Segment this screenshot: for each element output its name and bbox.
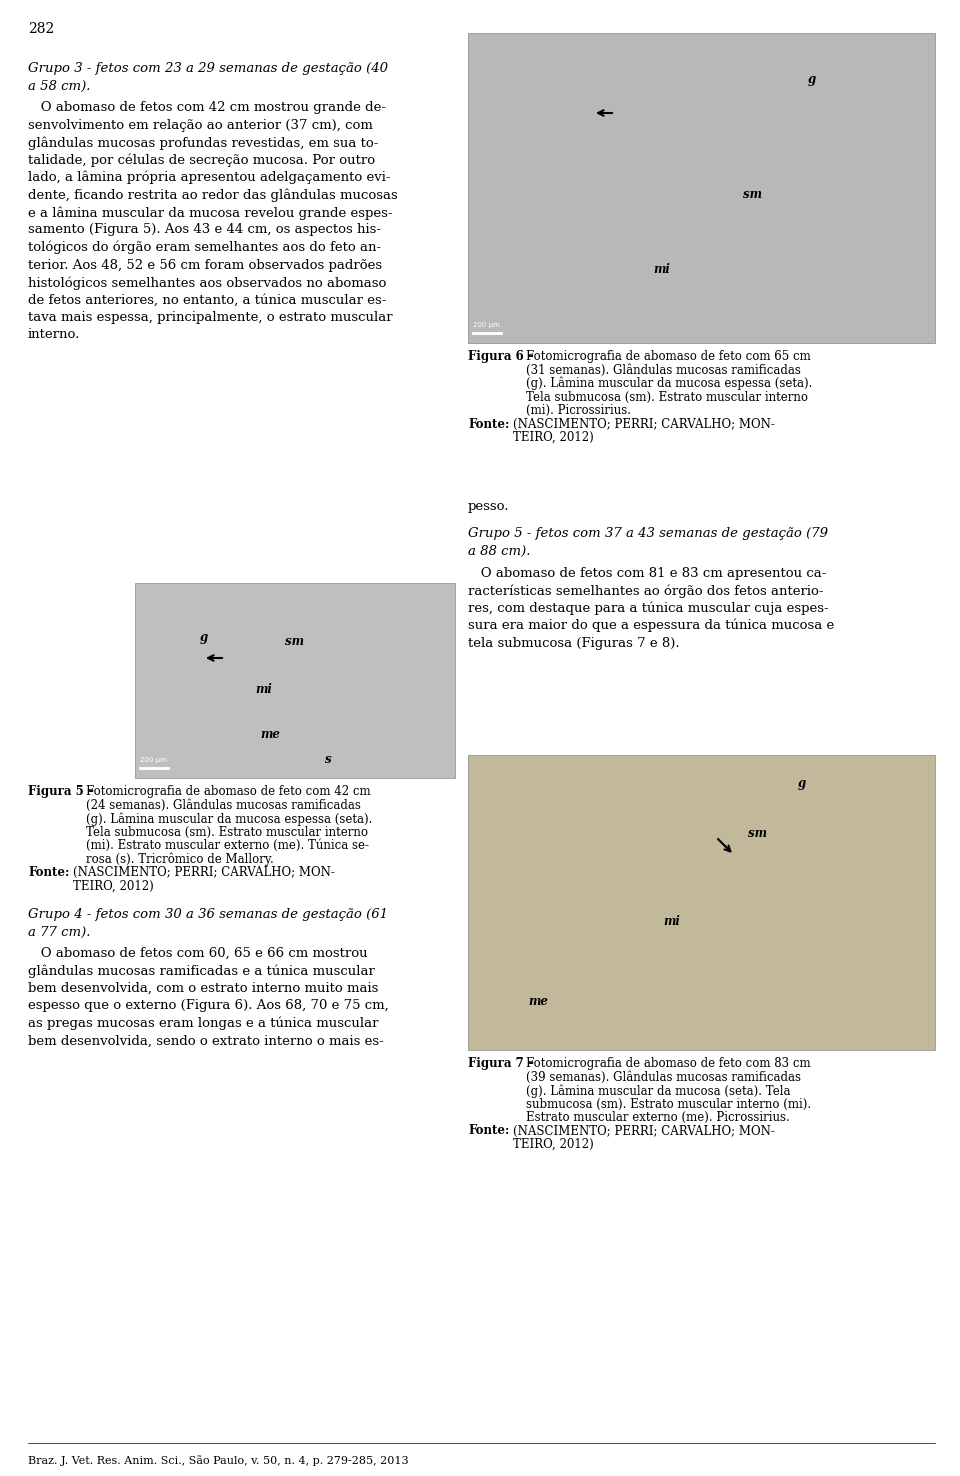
Text: glândulas mucosas profundas revestidas, em sua to-: glândulas mucosas profundas revestidas, … xyxy=(28,136,378,149)
Text: tológicos do órgão eram semelhantes aos do feto an-: tológicos do órgão eram semelhantes aos … xyxy=(28,241,381,254)
Text: a 58 cm).: a 58 cm). xyxy=(28,80,90,93)
Text: Grupo 3 - fetos com 23 a 29 semanas de gestação (40: Grupo 3 - fetos com 23 a 29 semanas de g… xyxy=(28,62,388,75)
Text: res, com destaque para a túnica muscular cuja espes-: res, com destaque para a túnica muscular… xyxy=(468,602,828,615)
Text: g: g xyxy=(798,776,806,790)
Bar xyxy=(468,756,935,1049)
Text: (mi). Picrossirius.: (mi). Picrossirius. xyxy=(526,404,631,418)
Text: sm: sm xyxy=(748,827,767,840)
Text: mi: mi xyxy=(663,915,680,928)
Text: (24 semanas). Glândulas mucosas ramificadas: (24 semanas). Glândulas mucosas ramifica… xyxy=(86,799,361,812)
Text: talidade, por células de secreção mucosa. Por outro: talidade, por células de secreção mucosa… xyxy=(28,154,375,167)
Text: me: me xyxy=(260,728,280,741)
Text: a 88 cm).: a 88 cm). xyxy=(468,545,531,558)
Text: 282: 282 xyxy=(28,22,55,35)
Text: (NASCIMENTO; PERRI; CARVALHO; MON-: (NASCIMENTO; PERRI; CARVALHO; MON- xyxy=(513,418,775,431)
Text: Fonte:: Fonte: xyxy=(28,866,69,880)
Text: Fotomicrografia de abomaso de feto com 65 cm: Fotomicrografia de abomaso de feto com 6… xyxy=(526,350,811,363)
Text: e a lâmina muscular da mucosa revelou grande espes-: e a lâmina muscular da mucosa revelou gr… xyxy=(28,207,393,220)
Text: senvolvimento em relação ao anterior (37 cm), com: senvolvimento em relação ao anterior (37… xyxy=(28,118,372,131)
Text: bem desenvolvida, com o estrato interno muito mais: bem desenvolvida, com o estrato interno … xyxy=(28,982,378,995)
Text: mi: mi xyxy=(653,263,670,276)
Text: (mi). Estrato muscular externo (me). Túnica se-: (mi). Estrato muscular externo (me). Tún… xyxy=(86,838,369,852)
Text: g: g xyxy=(200,632,208,644)
Text: samento (Figura 5). Aos 43 e 44 cm, os aspectos his-: samento (Figura 5). Aos 43 e 44 cm, os a… xyxy=(28,223,381,236)
Text: (39 semanas). Glândulas mucosas ramificadas: (39 semanas). Glândulas mucosas ramifica… xyxy=(526,1070,801,1083)
Text: TEIRO, 2012): TEIRO, 2012) xyxy=(73,880,154,893)
Text: Braz. J. Vet. Res. Anim. Sci., São Paulo, v. 50, n. 4, p. 279-285, 2013: Braz. J. Vet. Res. Anim. Sci., São Paulo… xyxy=(28,1455,409,1466)
Text: me: me xyxy=(528,995,548,1008)
Text: TEIRO, 2012): TEIRO, 2012) xyxy=(513,431,593,444)
Text: (g). Lâmina muscular da mucosa (seta). Tela: (g). Lâmina muscular da mucosa (seta). T… xyxy=(526,1083,790,1098)
Text: submucosa (sm). Estrato muscular interno (mi).: submucosa (sm). Estrato muscular interno… xyxy=(526,1098,811,1110)
Text: histológicos semelhantes aos observados no abomaso: histológicos semelhantes aos observados … xyxy=(28,276,386,289)
Text: Fonte:: Fonte: xyxy=(468,418,510,431)
Text: (NASCIMENTO; PERRI; CARVALHO; MON-: (NASCIMENTO; PERRI; CARVALHO; MON- xyxy=(513,1125,775,1138)
Text: sura era maior do que a espessura da túnica mucosa e: sura era maior do que a espessura da tún… xyxy=(468,618,834,633)
Text: Figura 7 –: Figura 7 – xyxy=(468,1057,534,1070)
Text: lado, a lâmina própria apresentou adelgaçamento evi-: lado, a lâmina própria apresentou adelga… xyxy=(28,171,391,184)
Text: Fotomicrografia de abomaso de feto com 42 cm: Fotomicrografia de abomaso de feto com 4… xyxy=(86,785,371,799)
Text: tava mais espessa, principalmente, o estrato muscular: tava mais espessa, principalmente, o est… xyxy=(28,311,393,325)
Text: a 77 cm).: a 77 cm). xyxy=(28,925,90,939)
Text: sm: sm xyxy=(285,635,304,648)
Text: tela submucosa (Figuras 7 e 8).: tela submucosa (Figuras 7 e 8). xyxy=(468,636,680,649)
Text: Figura 6 –: Figura 6 – xyxy=(468,350,534,363)
Text: Tela submucosa (sm). Estrato muscular interno: Tela submucosa (sm). Estrato muscular in… xyxy=(526,391,808,403)
Bar xyxy=(135,583,455,778)
Text: (g). Lâmina muscular da mucosa espessa (seta).: (g). Lâmina muscular da mucosa espessa (… xyxy=(526,376,812,391)
Text: racterísticas semelhantes ao órgão dos fetos anterio-: racterísticas semelhantes ao órgão dos f… xyxy=(468,584,824,598)
Text: (31 semanas). Glândulas mucosas ramificadas: (31 semanas). Glândulas mucosas ramifica… xyxy=(526,363,801,376)
Text: Tela submucosa (sm). Estrato muscular interno: Tela submucosa (sm). Estrato muscular in… xyxy=(86,825,368,838)
Text: sm: sm xyxy=(743,187,762,201)
Text: bem desenvolvida, sendo o extrato interno o mais es-: bem desenvolvida, sendo o extrato intern… xyxy=(28,1035,384,1048)
Bar xyxy=(468,32,935,342)
Text: (g). Lâmina muscular da mucosa espessa (seta).: (g). Lâmina muscular da mucosa espessa (… xyxy=(86,812,372,825)
Text: Figura 5 –: Figura 5 – xyxy=(28,785,94,799)
Text: dente, ficando restrita ao redor das glândulas mucosas: dente, ficando restrita ao redor das glâ… xyxy=(28,189,397,202)
Text: Estrato muscular externo (me). Picrossirius.: Estrato muscular externo (me). Picrossir… xyxy=(526,1111,790,1125)
Text: terior. Aos 48, 52 e 56 cm foram observados padrões: terior. Aos 48, 52 e 56 cm foram observa… xyxy=(28,258,382,272)
Text: pesso.: pesso. xyxy=(468,500,510,514)
Text: O abomaso de fetos com 81 e 83 cm apresentou ca-: O abomaso de fetos com 81 e 83 cm aprese… xyxy=(468,567,827,580)
Text: Fonte:: Fonte: xyxy=(468,1125,510,1138)
Text: rosa (s). Tricrômico de Mallory.: rosa (s). Tricrômico de Mallory. xyxy=(86,853,274,866)
Text: Fotomicrografia de abomaso de feto com 83 cm: Fotomicrografia de abomaso de feto com 8… xyxy=(526,1057,810,1070)
Text: as pregas mucosas eram longas e a túnica muscular: as pregas mucosas eram longas e a túnica… xyxy=(28,1017,378,1030)
Text: de fetos anteriores, no entanto, a túnica muscular es-: de fetos anteriores, no entanto, a túnic… xyxy=(28,294,386,307)
Text: 200 μm: 200 μm xyxy=(473,322,500,328)
Text: mi: mi xyxy=(255,683,272,697)
Text: TEIRO, 2012): TEIRO, 2012) xyxy=(513,1138,593,1151)
Text: Grupo 5 - fetos com 37 a 43 semanas de gestação (79: Grupo 5 - fetos com 37 a 43 semanas de g… xyxy=(468,527,828,540)
Text: O abomaso de fetos com 60, 65 e 66 cm mostrou: O abomaso de fetos com 60, 65 e 66 cm mo… xyxy=(28,948,368,959)
Text: Grupo 4 - fetos com 30 a 36 semanas de gestação (61: Grupo 4 - fetos com 30 a 36 semanas de g… xyxy=(28,908,388,921)
Text: 200 μm: 200 μm xyxy=(140,757,167,763)
Text: g: g xyxy=(808,72,816,86)
Text: (NASCIMENTO; PERRI; CARVALHO; MON-: (NASCIMENTO; PERRI; CARVALHO; MON- xyxy=(73,866,335,880)
Text: glândulas mucosas ramificadas e a túnica muscular: glândulas mucosas ramificadas e a túnica… xyxy=(28,964,374,979)
Text: interno.: interno. xyxy=(28,329,81,341)
Text: s: s xyxy=(325,753,331,766)
Text: espesso que o externo (Figura 6). Aos 68, 70 e 75 cm,: espesso que o externo (Figura 6). Aos 68… xyxy=(28,999,389,1013)
Text: O abomaso de fetos com 42 cm mostrou grande de-: O abomaso de fetos com 42 cm mostrou gra… xyxy=(28,100,386,114)
